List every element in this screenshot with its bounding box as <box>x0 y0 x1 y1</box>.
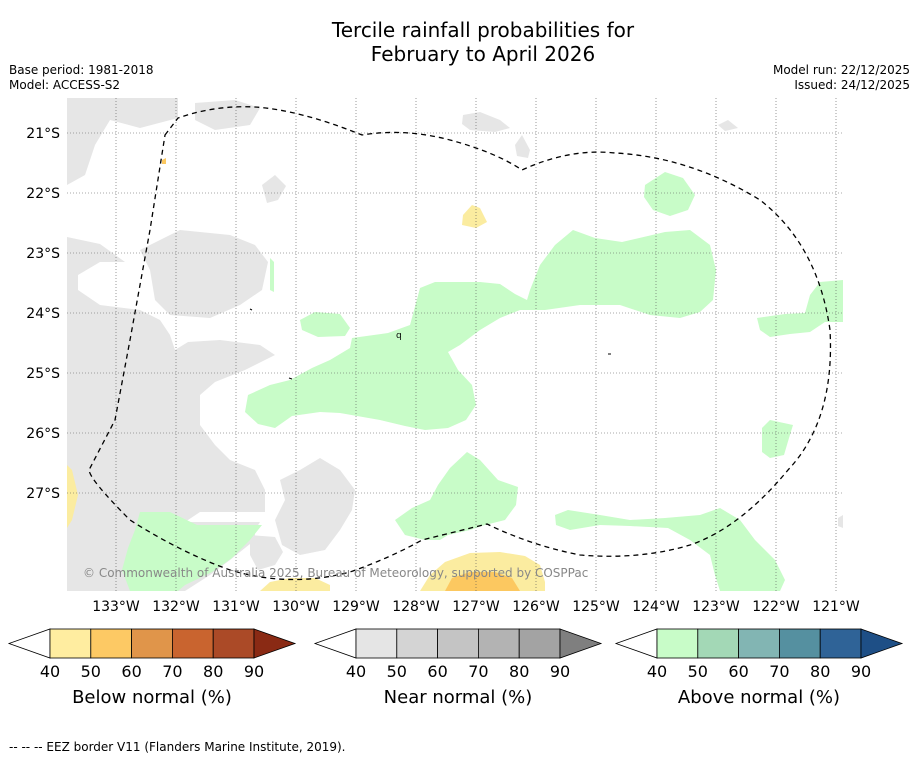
lon-label: 121°W <box>812 599 860 615</box>
colorbar-segment <box>131 628 173 659</box>
colorbar-segment <box>738 628 780 659</box>
colorbar-extend-high <box>559 628 603 659</box>
lat-label: 22°S <box>26 186 60 202</box>
lon-labels: 133°W 132°W 131°W 130°W 129°W 128°W 127°… <box>92 599 860 615</box>
near-normal-regions <box>67 98 843 591</box>
below-normal-regions <box>67 158 545 591</box>
map-fields: q <box>67 98 843 591</box>
colorbar-tick-label: 50 <box>81 662 101 681</box>
colorbar-tick-label: 80 <box>509 662 529 681</box>
lon-label: 124°W <box>632 599 680 615</box>
meta-left: Base period: 1981-2018 Model: ACCESS-S2 <box>9 63 154 93</box>
colorbar-segment <box>656 628 699 659</box>
lon-label: 130°W <box>272 599 320 615</box>
colorbar-tick-label: 90 <box>851 662 871 681</box>
colorbar-segment <box>819 628 862 659</box>
colorbar-extend-low <box>614 628 658 659</box>
issued-date: Issued: 24/12/2025 <box>794 78 910 92</box>
colorbar-tick-label: 40 <box>40 662 60 681</box>
colorbar-tick-label: 80 <box>810 662 830 681</box>
model-name: Model: ACCESS-S2 <box>9 78 121 92</box>
colorbar-segment <box>171 628 214 659</box>
lon-label: 127°W <box>452 599 500 615</box>
map-speck <box>288 377 293 380</box>
colorbar-segment <box>355 628 398 659</box>
colorbar-extend-high <box>253 628 297 659</box>
lon-label: 125°W <box>572 599 620 615</box>
colorbar-segment <box>697 628 739 659</box>
above-normal-colorbar: 40 50 60 70 80 90 Above normal (%) <box>614 628 904 708</box>
colorbar-tick-label: 50 <box>387 662 407 681</box>
colorbar-title: Above normal (%) <box>678 687 840 708</box>
base-period: Base period: 1981-2018 <box>9 63 154 77</box>
colorbar-tick-label: 80 <box>203 662 223 681</box>
eez-footnote: -- -- -- EEZ border V11 (Flanders Marine… <box>9 740 346 754</box>
colorbar-extend-low <box>7 628 51 659</box>
lon-label: 133°W <box>92 599 140 615</box>
graticule <box>67 98 843 591</box>
colorbar-extend-low <box>313 628 357 659</box>
colorbar-tick-label: 60 <box>121 662 141 681</box>
colorbar-tick-label: 40 <box>647 662 667 681</box>
lon-label: 132°W <box>152 599 200 615</box>
lon-label: 123°W <box>692 599 740 615</box>
lat-label: 27°S <box>26 486 60 502</box>
colorbar-segment <box>477 628 520 659</box>
lat-labels: 21°S 22°S 23°S 24°S 25°S 26°S 27°S <box>26 126 60 502</box>
map-title: Tercile rainfall probabilities for Febru… <box>0 18 919 66</box>
lat-label: 21°S <box>26 126 60 142</box>
title-line-2: February to April 2026 <box>370 42 596 66</box>
meta-right: Model run: 22/12/2025 Issued: 24/12/2025 <box>773 63 910 93</box>
colorbar-segment <box>90 628 133 659</box>
model-run: Model run: 22/12/2025 <box>772 63 910 77</box>
colorbar-tick-label: 70 <box>769 662 789 681</box>
eez-border <box>88 106 832 581</box>
colorbar-tick-label: 70 <box>468 662 488 681</box>
colorbar-segment <box>396 628 438 659</box>
colorbar-extend-high <box>860 628 904 659</box>
colorbar-legends: 40 50 60 70 80 90 Below normal (%) 40 50 60 70 80 90… <box>7 628 904 708</box>
lat-label: 23°S <box>26 246 60 262</box>
colorbar-title: Below normal (%) <box>72 687 232 708</box>
colorbar-tick-label: 90 <box>244 662 264 681</box>
colorbar-tick-label: 60 <box>427 662 447 681</box>
colorbar-segment <box>437 628 479 659</box>
lat-label: 25°S <box>26 366 60 382</box>
colorbar-segment <box>49 628 92 659</box>
lon-label: 128°W <box>392 599 440 615</box>
below-normal-colorbar: 40 50 60 70 80 90 Below normal (%) <box>7 628 297 708</box>
colorbar-segment <box>212 628 255 659</box>
colorbar-tick-label: 50 <box>688 662 708 681</box>
colorbar-tick-label: 40 <box>346 662 366 681</box>
above-normal-regions <box>122 172 843 591</box>
lat-label: 24°S <box>26 306 60 322</box>
lon-label: 129°W <box>332 599 380 615</box>
colorbar-segment <box>518 628 561 659</box>
map-symbol: q <box>396 331 402 341</box>
lon-label: 131°W <box>212 599 260 615</box>
colorbar-tick-label: 70 <box>162 662 182 681</box>
map-speck <box>249 308 253 311</box>
colorbar-title: Near normal (%) <box>384 687 533 708</box>
colorbar-segment <box>779 628 821 659</box>
copyright-notice: © Commonwealth of Australia 2025, Bureau… <box>83 566 588 580</box>
lon-label: 126°W <box>512 599 560 615</box>
colorbar-tick-label: 60 <box>728 662 748 681</box>
colorbar-tick-label: 90 <box>550 662 570 681</box>
title-line-1: Tercile rainfall probabilities for <box>331 18 635 42</box>
near-normal-colorbar: 40 50 60 70 80 90 Near normal (%) <box>313 628 603 708</box>
lon-label: 122°W <box>752 599 800 615</box>
lat-label: 26°S <box>26 426 60 442</box>
